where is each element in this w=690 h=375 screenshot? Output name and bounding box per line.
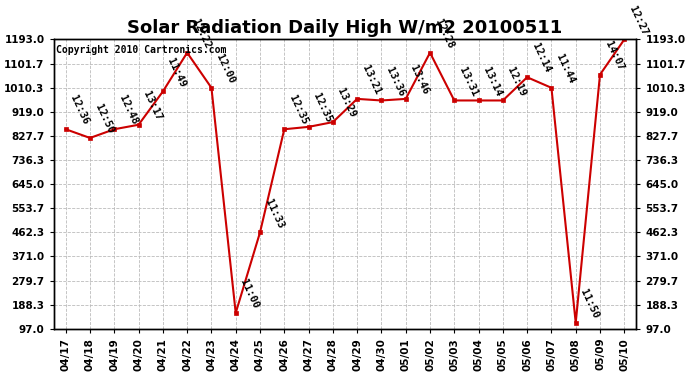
Text: 11:49: 11:49 — [166, 56, 188, 89]
Text: Copyright 2010 Cartronics.com: Copyright 2010 Cartronics.com — [57, 45, 227, 55]
Text: 12:28: 12:28 — [433, 17, 455, 50]
Text: 12:19: 12:19 — [506, 65, 528, 98]
Text: 12:35: 12:35 — [311, 92, 334, 124]
Text: 13:14: 13:14 — [482, 65, 504, 98]
Text: 12:14: 12:14 — [530, 42, 552, 75]
Text: 12:00: 12:00 — [214, 53, 237, 85]
Text: 12:48: 12:48 — [117, 94, 139, 126]
Text: 13:29: 13:29 — [335, 87, 358, 119]
Text: 13:31: 13:31 — [457, 65, 480, 98]
Text: 11:44: 11:44 — [554, 53, 576, 85]
Text: 14:07: 14:07 — [603, 39, 625, 72]
Title: Solar Radiation Daily High W/m2 20100511: Solar Radiation Daily High W/m2 20100511 — [128, 18, 562, 36]
Text: 11:50: 11:50 — [578, 287, 601, 320]
Text: 12:35: 12:35 — [287, 94, 309, 126]
Text: 12:36: 12:36 — [68, 94, 91, 126]
Text: 11:33: 11:33 — [263, 197, 285, 230]
Text: 12:22: 12:22 — [190, 17, 213, 50]
Text: 13:21: 13:21 — [360, 63, 382, 96]
Text: 12:50: 12:50 — [92, 103, 115, 135]
Text: 13:46: 13:46 — [408, 63, 431, 96]
Text: 13:17: 13:17 — [141, 89, 164, 122]
Text: 11:00: 11:00 — [239, 278, 261, 310]
Text: 12:27: 12:27 — [627, 4, 649, 37]
Text: 13:36: 13:36 — [384, 65, 406, 98]
